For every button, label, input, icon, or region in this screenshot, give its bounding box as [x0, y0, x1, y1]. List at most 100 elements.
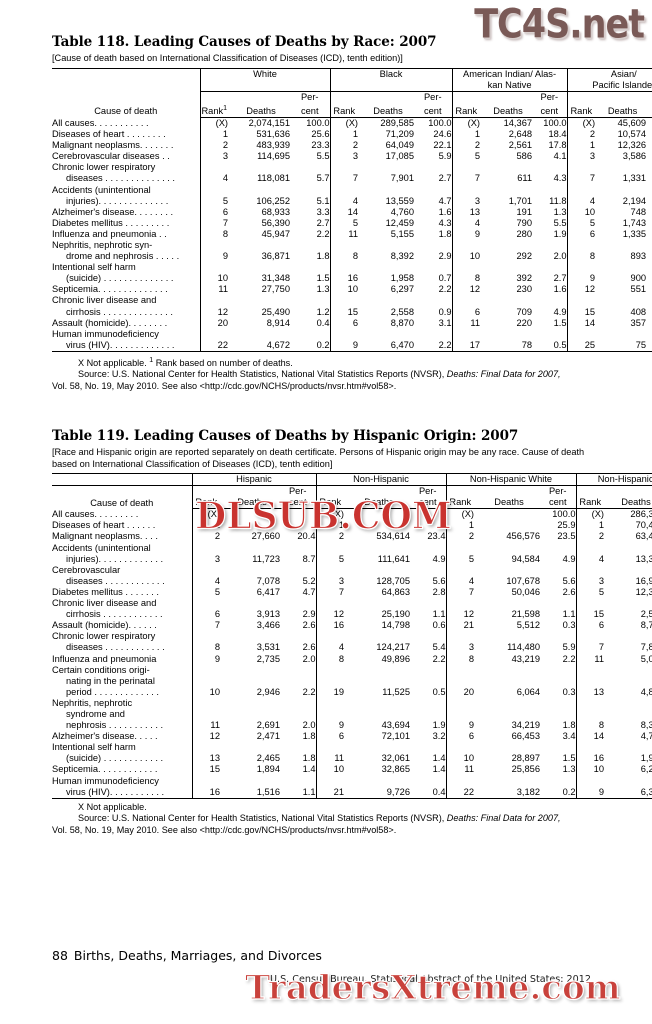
row-value: 357 [630, 317, 647, 328]
row-cause-label: syndrome and [66, 708, 125, 719]
row-value-spacer [478, 631, 540, 642]
row-value: 1.4 [432, 753, 446, 764]
table-row: diseases . . . . . . . . . . . . 4 7,078 5.… [52, 575, 652, 587]
row-value: 4 [451, 217, 485, 229]
row-value: 8,746 [640, 620, 652, 631]
row-cause-label: Diseases of heart . . . . . . . . [52, 129, 166, 140]
row-value-spacer [575, 697, 608, 709]
row-value: 4 [445, 575, 478, 587]
row-value-spacer [445, 542, 478, 554]
source-italic: Deaths: Final Data for 2007, [446, 813, 561, 824]
row-value: 13 [451, 206, 485, 218]
chapter-title: Births, Deaths, Marriages, and Divorces [73, 948, 322, 963]
row-value: 10 [451, 251, 485, 263]
row-value [410, 509, 446, 521]
group-header-nh-white: Non-Hispanic White [445, 472, 576, 487]
row-value-spacer [608, 665, 652, 676]
row-value: 1 [199, 129, 232, 141]
row-value-spacer [540, 565, 576, 576]
row-value: 5.9 [562, 642, 576, 653]
row-value: 1.8 [302, 753, 316, 764]
table-row: virus (HIV). . . . . . . . . . . 16 1,516 1… [52, 786, 652, 799]
row-value: 286,366 [630, 509, 652, 520]
sub-header-cent-a: cent [290, 102, 331, 118]
row-value-spacer [414, 262, 452, 273]
sub-header-cent-c: cent [532, 102, 568, 118]
row-value: 2.6 [302, 620, 316, 631]
row-value-spacer [224, 698, 280, 709]
row-value: 0.8 [646, 318, 652, 329]
table-119-group-header-row: Hispanic Non-Hispanic Non-Hispanic White… [52, 472, 652, 487]
row-value: 28,897 [511, 753, 540, 764]
row-value: 9 [445, 720, 478, 732]
row-value: 75 [599, 339, 647, 352]
row-value-spacer [575, 742, 608, 754]
row-value: 3 [575, 575, 608, 587]
row-value: 12 [191, 731, 224, 743]
row-value: 2.7 [316, 217, 330, 228]
row-value [280, 520, 316, 531]
row-value: 15 [329, 306, 363, 318]
row-value-spacer [315, 542, 348, 554]
row-value: 551 [630, 284, 647, 295]
row-cause-label: Malignant neoplasms. . . . [52, 531, 158, 542]
row-value-spacer [199, 184, 232, 196]
row-value: 21,598 [511, 609, 540, 620]
table-row: Chronic liver disease and [52, 295, 652, 307]
row-value: 114,480 [507, 642, 540, 653]
row-value: 10 [329, 284, 363, 296]
row-value-spacer [232, 262, 290, 273]
table-row: Assault (homicide). . . . . . . . 20 8,914… [52, 317, 652, 329]
table-row: Intentional self harm [52, 742, 652, 754]
row-value: 11 [445, 764, 478, 776]
row-value: 3,466 [256, 620, 280, 631]
row-value-spacer [532, 185, 567, 196]
row-value-spacer [575, 598, 608, 610]
row-value: 23.2 [646, 129, 652, 140]
row-value: 9,726 [348, 786, 410, 799]
row-value-spacer [478, 776, 540, 787]
row-value-spacer [532, 329, 567, 340]
row-value: 20.4 [297, 531, 316, 542]
row-value-spacer [280, 698, 316, 709]
row-value: 3,913 [256, 609, 280, 620]
row-value-spacer [315, 675, 348, 687]
row-value: 8 [199, 228, 232, 240]
table-row: Human immunodeficiency [52, 328, 652, 340]
row-value-spacer [329, 328, 363, 340]
row-value: 45,947 [261, 228, 290, 239]
row-value: 3.4 [562, 731, 576, 742]
row-value: 8,392 [390, 251, 415, 262]
row-value: 2.2 [432, 653, 446, 664]
row-value: 100.0 [428, 117, 452, 128]
row-value: 2.7 [553, 273, 567, 284]
row-value-spacer [280, 598, 316, 609]
row-value-spacer [484, 240, 532, 251]
row-value: 5,155 [390, 228, 415, 239]
row-value: 2,471 [256, 731, 280, 742]
row-value: 27,750 [261, 284, 290, 295]
row-value-spacer [608, 742, 652, 753]
row-value-spacer [646, 185, 652, 196]
row-value: 14 [566, 317, 600, 329]
footnote-x: X Not applicable. [78, 801, 147, 812]
row-value: 3.3 [316, 206, 330, 217]
row-value: 900 [630, 273, 647, 284]
row-value-spacer [280, 631, 316, 642]
row-cause-label: Chronic liver disease and [52, 598, 157, 609]
row-value-spacer [348, 709, 410, 720]
row-value-spacer [191, 775, 224, 787]
row-value: 12 [451, 284, 485, 296]
table-119: Hispanic Non-Hispanic Non-Hispanic White… [52, 472, 652, 799]
row-value-spacer [224, 709, 280, 720]
row-value: 1.8 [438, 228, 452, 239]
row-value: 709 [516, 306, 533, 317]
row-value: 1 [575, 520, 608, 532]
table-119-body: All causes. . . . . . . . . (X) (X) (X) 100.… [52, 508, 652, 799]
row-value: 16 [191, 786, 224, 799]
row-value-spacer [608, 776, 652, 787]
row-value: 2,946 [256, 686, 280, 697]
row-value-spacer [280, 543, 316, 554]
row-value: 7 [315, 586, 348, 599]
row-value-spacer [575, 708, 608, 721]
